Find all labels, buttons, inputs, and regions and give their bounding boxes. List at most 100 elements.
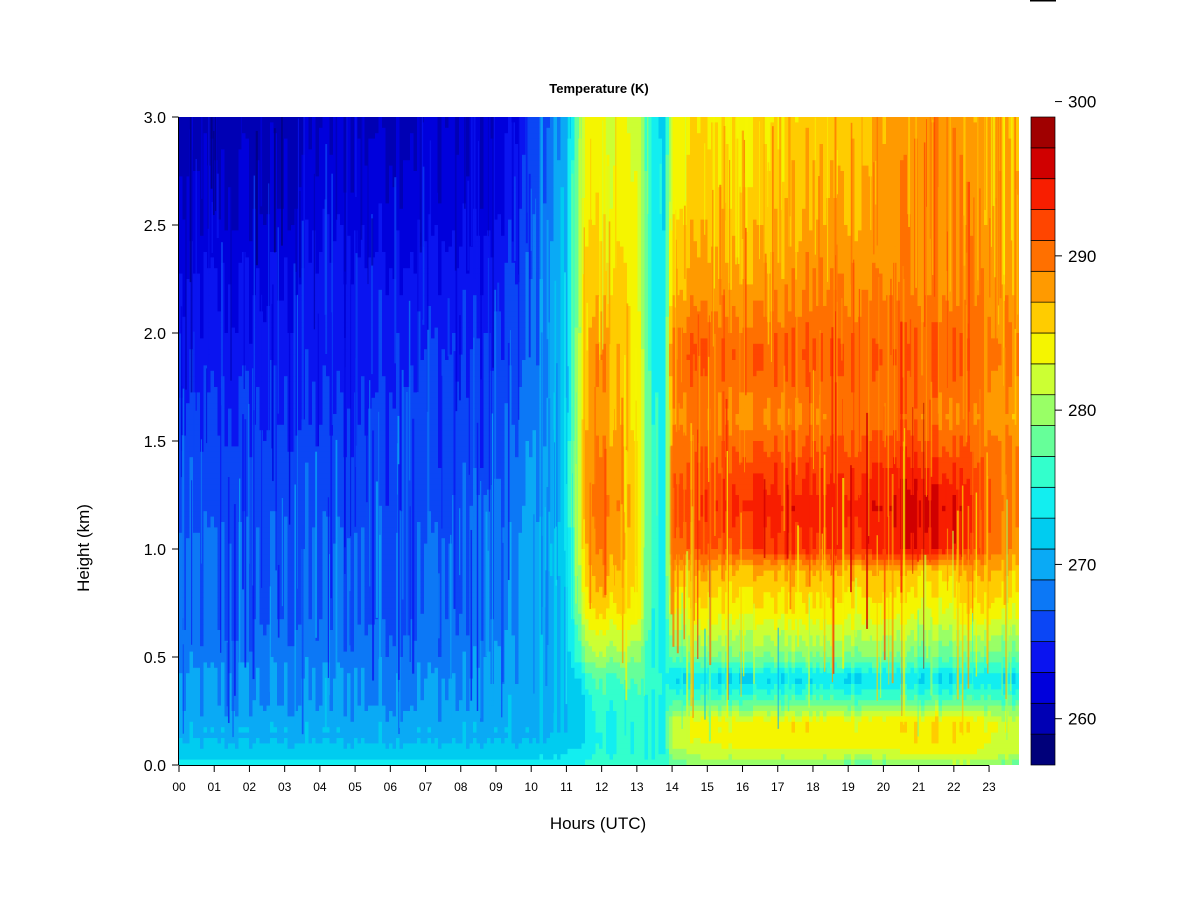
heatmap-cell — [197, 279, 201, 285]
heatmap-cell — [197, 328, 201, 334]
heatmap-cell — [197, 608, 201, 614]
heatmap-cell — [221, 193, 225, 199]
heatmap-cell — [179, 236, 183, 242]
heatmap-cell — [235, 144, 239, 150]
heatmap-cell — [207, 538, 211, 544]
heatmap-cell — [179, 689, 183, 695]
heatmap-cell — [214, 419, 218, 425]
heatmap-cell — [200, 706, 204, 712]
heatmap-cell — [221, 198, 225, 204]
heatmap-cell — [228, 457, 232, 463]
heatmap-cell — [211, 522, 215, 528]
heatmap-cell — [204, 160, 208, 166]
heatmap-cell — [207, 711, 211, 717]
heatmap-cell — [239, 144, 243, 150]
heatmap-cell — [239, 257, 243, 263]
heatmap-cell — [197, 122, 201, 128]
heatmap-cell — [221, 754, 225, 760]
heatmap-cell — [197, 284, 201, 290]
heatmap-cell — [211, 333, 215, 339]
heatmap-cell — [186, 614, 190, 620]
heatmap-cell — [183, 749, 187, 755]
heatmap-cell — [225, 274, 229, 280]
heatmap-cell — [232, 463, 236, 469]
heatmap-cell — [186, 598, 190, 604]
heatmap-cell — [193, 635, 197, 641]
heatmap-cell — [197, 220, 201, 226]
heatmap-cell — [214, 387, 218, 393]
heatmap-cell — [232, 187, 236, 193]
heatmap-cell — [197, 619, 201, 625]
heatmap-cell — [214, 355, 218, 361]
heatmap-cell — [232, 743, 236, 749]
heatmap-cell — [239, 425, 243, 431]
heatmap-cell — [225, 128, 229, 134]
heatmap-cell — [239, 295, 243, 301]
heatmap-cell — [214, 241, 218, 247]
heatmap-cell — [235, 338, 239, 344]
heatmap-cell — [211, 322, 215, 328]
heatmap-cell — [235, 230, 239, 236]
heatmap-cell — [211, 365, 215, 371]
heatmap-cell — [214, 571, 218, 577]
heatmap-cell — [200, 468, 204, 474]
heatmap-cell — [207, 371, 211, 377]
heatmap-cell — [186, 544, 190, 550]
heatmap-cell — [218, 711, 222, 717]
heatmap-cell — [214, 479, 218, 485]
heatmap-cell — [197, 274, 201, 280]
heatmap-cell — [239, 371, 243, 377]
heatmap-cell — [179, 214, 183, 220]
heatmap-cell — [204, 760, 208, 766]
heatmap-cell — [218, 738, 222, 744]
heatmap-cell — [200, 581, 204, 587]
heatmap-cell — [193, 571, 197, 577]
heatmap-cell — [235, 387, 239, 393]
heatmap-cell — [193, 538, 197, 544]
heatmap-cell — [197, 176, 201, 182]
heatmap-cell — [211, 398, 215, 404]
heatmap-cell — [214, 263, 218, 269]
heatmap-cell — [211, 446, 215, 452]
heatmap-cell — [221, 684, 225, 690]
heatmap-cell — [179, 662, 183, 668]
heatmap-cell — [228, 409, 232, 415]
heatmap-cell — [239, 117, 243, 123]
heatmap-cell — [186, 684, 190, 690]
heatmap-cell — [200, 700, 204, 706]
heatmap-cell — [211, 295, 215, 301]
heatmap-cell — [228, 382, 232, 388]
heatmap-cell — [239, 203, 243, 209]
heatmap-cell — [239, 365, 243, 371]
heatmap-cell — [221, 760, 225, 766]
heatmap-cell — [232, 144, 236, 150]
heatmap-cell — [239, 263, 243, 269]
heatmap-cell — [214, 673, 218, 679]
heatmap-cell — [179, 209, 183, 215]
heatmap-cell — [228, 403, 232, 409]
heatmap-cell — [190, 446, 194, 452]
heatmap-cell — [239, 149, 243, 155]
heatmap-cell — [235, 425, 239, 431]
heatmap-cell — [197, 738, 201, 744]
heatmap-cell — [200, 668, 204, 674]
heatmap-cell — [221, 419, 225, 425]
heatmap-cell — [197, 468, 201, 474]
heatmap-cell — [221, 128, 225, 134]
heatmap-cell — [211, 635, 215, 641]
heatmap-cell — [186, 592, 190, 598]
heatmap-cell — [197, 695, 201, 701]
heatmap-cell — [211, 571, 215, 577]
heatmap-cell — [225, 214, 229, 220]
heatmap-cell — [232, 311, 236, 317]
heatmap-cell — [207, 576, 211, 582]
heatmap-cell — [200, 479, 204, 485]
heatmap-cell — [232, 236, 236, 242]
heatmap-cell — [228, 155, 232, 161]
heatmap-cell — [186, 446, 190, 452]
heatmap-cell — [221, 214, 225, 220]
heatmap-cell — [239, 436, 243, 442]
heatmap-cell — [211, 554, 215, 560]
heatmap-cell — [232, 403, 236, 409]
heatmap-cell — [197, 679, 201, 685]
